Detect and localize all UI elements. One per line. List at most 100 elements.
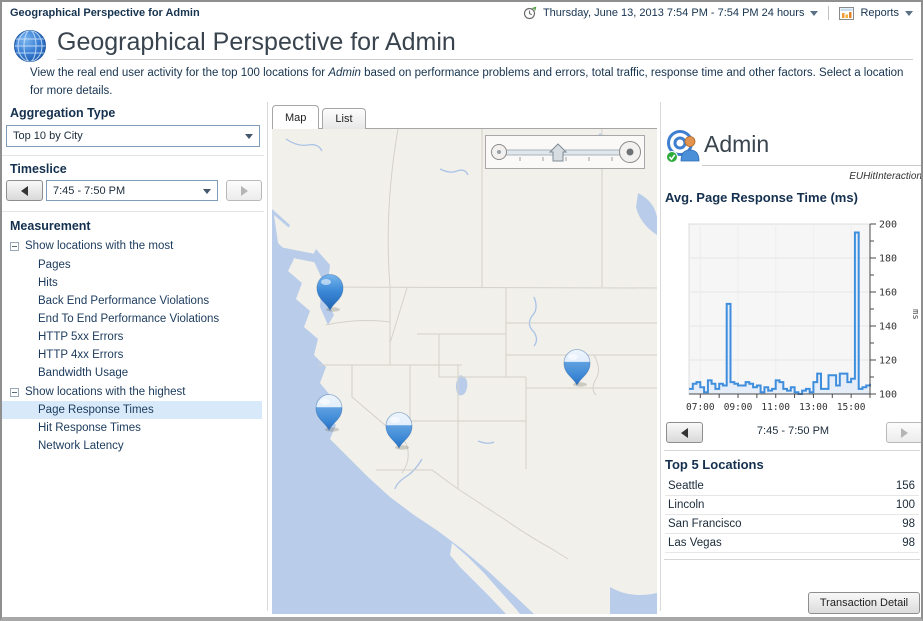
svg-text:ms: ms (910, 309, 920, 320)
divider (660, 102, 661, 611)
chart-timeslice-label: 7:45 - 7:50 PM (756, 425, 830, 437)
zoom-slider-handle[interactable] (548, 143, 568, 162)
divider (2, 155, 264, 156)
globe-icon (14, 30, 46, 62)
table-row[interactable]: Seattle 156 (665, 477, 919, 496)
measurement-item-endtoend-violations[interactable]: End To End Performance Violations (38, 313, 220, 325)
measurement-item-http5xx[interactable]: HTTP 5xx Errors (38, 331, 124, 343)
interaction-type-label: EUHitInteraction (849, 171, 922, 182)
collapse-icon[interactable] (10, 241, 19, 251)
measurement-item-bandwidth[interactable]: Bandwidth Usage (38, 367, 129, 379)
aggregation-type-value: Top 10 by City (13, 130, 83, 142)
svg-text:100: 100 (879, 390, 897, 401)
svg-text:120: 120 (879, 356, 897, 367)
application-title: Admin (704, 131, 770, 157)
location-value: 100 (895, 499, 915, 511)
reports-icon (839, 6, 855, 20)
map-lake (455, 375, 468, 396)
measurement-item-pages[interactable]: Pages (38, 259, 71, 271)
page-description: View the real end user activity for the … (30, 67, 904, 97)
table-row[interactable]: Las Vegas 98 (665, 534, 919, 553)
chart-timeslice-prev-button[interactable] (666, 422, 703, 443)
svg-text:11:00: 11:00 (761, 402, 790, 413)
location-value: 98 (902, 537, 915, 549)
right-arrow-icon (240, 185, 248, 196)
location-name: Seattle (668, 480, 704, 492)
us-map[interactable] (272, 129, 657, 614)
page-title: Geographical Perspective for Admin (57, 28, 456, 56)
left-arrow-icon (681, 427, 688, 438)
map-lake (636, 193, 657, 235)
zoom-slider-ticks (519, 157, 613, 161)
map-pin-lincoln[interactable] (563, 349, 591, 387)
aggregation-type-heading: Aggregation Type (10, 106, 116, 120)
map-list-tabbar: Map List (272, 105, 366, 129)
chevron-down-icon (245, 134, 253, 139)
svg-text:07:00: 07:00 (686, 402, 715, 413)
timeslice-prev-button[interactable] (6, 180, 43, 201)
divider (272, 128, 657, 129)
divider (664, 559, 920, 560)
svg-text:13:00: 13:00 (799, 402, 828, 413)
chart-timeslice-next-button[interactable] (886, 422, 921, 443)
measurement-item-page-response-times[interactable]: Page Response Times (2, 401, 262, 419)
map-sound (278, 247, 320, 263)
chevron-down-icon (203, 189, 211, 194)
measurement-item-network-latency[interactable]: Network Latency (38, 440, 124, 452)
map-pin-las-vegas[interactable] (385, 412, 413, 450)
zoom-in-button[interactable] (619, 141, 641, 163)
svg-text:140: 140 (879, 322, 897, 333)
reports-button[interactable]: Reports (860, 7, 899, 19)
divider (2, 211, 264, 212)
divider (267, 102, 268, 611)
divider (664, 450, 920, 451)
timeslice-next-button[interactable] (226, 180, 262, 201)
application-target-icon (666, 130, 700, 163)
collapse-icon[interactable] (10, 387, 19, 397)
divider (702, 165, 921, 166)
transaction-detail-button[interactable]: Transaction Detail (808, 592, 920, 614)
check-badge-icon (666, 151, 678, 163)
divider (57, 59, 913, 60)
measurement-heading: Measurement (10, 219, 91, 233)
tab-map[interactable]: Map (272, 105, 320, 129)
divider (828, 6, 830, 20)
aggregation-type-select[interactable]: Top 10 by City (6, 125, 260, 147)
map-island (299, 267, 312, 283)
clock-icon (523, 6, 537, 20)
table-row[interactable]: San Francisco 98 (665, 515, 919, 534)
location-value: 156 (895, 480, 915, 492)
table-row[interactable]: Lincoln 100 (665, 496, 919, 515)
location-name: San Francisco (668, 518, 742, 530)
map-gulf (610, 587, 657, 614)
top-locations-heading: Top 5 Locations (665, 457, 764, 472)
user-icon (684, 136, 696, 147)
location-name: Las Vegas (668, 537, 722, 549)
measurement-item-backend-violations[interactable]: Back End Performance Violations (38, 295, 210, 307)
map-zoom-slider[interactable] (485, 135, 645, 169)
chevron-down-icon[interactable] (810, 10, 819, 16)
timeslice-heading: Timeslice (10, 162, 67, 176)
map-pin-seattle[interactable] (316, 274, 344, 312)
svg-text:160: 160 (879, 288, 897, 299)
map-pin-san-francisco[interactable] (315, 394, 343, 432)
top-locations-table: Seattle 156 Lincoln 100 San Francisco 98… (665, 477, 919, 553)
map-baja (450, 543, 520, 614)
breadcrumb: Geographical Perspective for Admin (10, 7, 200, 19)
tree-group-highest[interactable]: Show locations with the highest (10, 383, 185, 401)
measurement-item-http4xx[interactable]: HTTP 4xx Errors (38, 349, 124, 361)
svg-text:09:00: 09:00 (724, 402, 753, 413)
time-range-selector[interactable]: Thursday, June 13, 2013 7:54 PM - 7:54 P… (542, 7, 805, 19)
svg-text:180: 180 (879, 254, 897, 265)
svg-text:15:00: 15:00 (837, 402, 866, 413)
map-pins[interactable] (315, 274, 591, 450)
chevron-down-icon[interactable] (905, 10, 913, 16)
timeslice-select[interactable]: 7:45 - 7:50 PM (46, 180, 218, 201)
measurement-item-hits[interactable]: Hits (38, 277, 58, 289)
tree-group-most[interactable]: Show locations with the most (10, 237, 173, 255)
measurement-item-hit-response-times[interactable]: Hit Response Times (38, 422, 141, 434)
tab-list[interactable]: List (322, 108, 366, 129)
chart-title: Avg. Page Response Time (ms) (665, 190, 858, 205)
zoom-out-button[interactable] (491, 144, 507, 160)
